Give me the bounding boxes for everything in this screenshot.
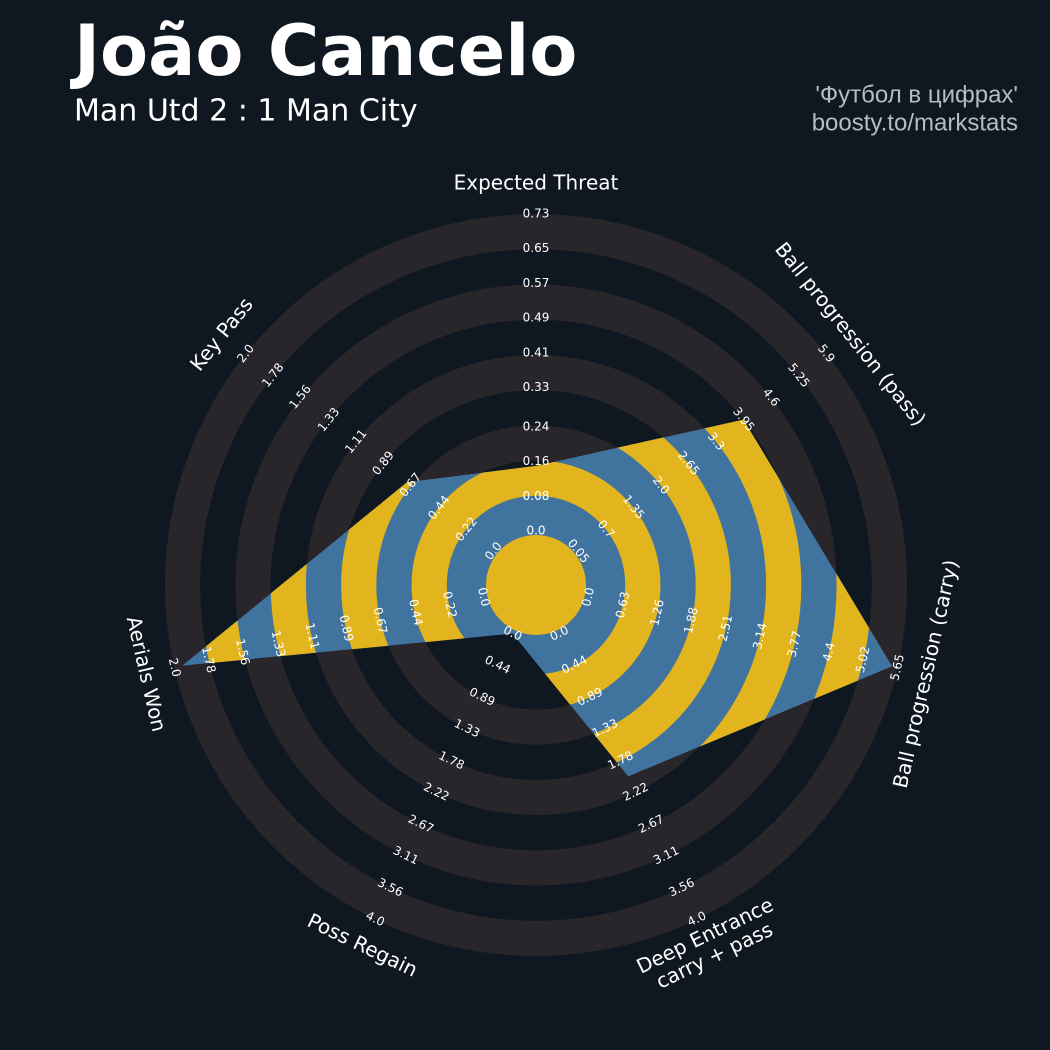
- axis-label: Expected Threat: [454, 171, 619, 195]
- tick-label: 3.77: [785, 629, 805, 658]
- tick-label: 3.14: [750, 622, 770, 651]
- tick-label: 5.65: [887, 653, 907, 682]
- credit: 'Футбол в цифрах': [815, 81, 1018, 108]
- tick-label: 2.51: [716, 614, 736, 643]
- tick-label: 1.78: [199, 645, 219, 674]
- tick-label: 0.0: [475, 586, 493, 608]
- tick-label: 0.44: [406, 598, 426, 627]
- tick-label: 2.0: [166, 657, 184, 679]
- tick-label: 1.33: [269, 629, 289, 658]
- tick-label: 1.11: [303, 621, 323, 650]
- tick-label: 0.16: [523, 454, 550, 468]
- tick-label: 0.0: [526, 524, 545, 538]
- ring-band: [165, 214, 907, 956]
- tick-label: 0.49: [523, 311, 550, 325]
- tick-label: 0.73: [523, 207, 550, 221]
- tick-label: 0.89: [337, 614, 357, 643]
- tick-label: 0.63: [613, 590, 633, 619]
- tick-label: 0.08: [523, 489, 550, 503]
- chart-subtitle: Man Utd 2 : 1 Man City: [74, 94, 418, 129]
- tick-label: 0.41: [523, 345, 550, 359]
- ring-highlight: [270, 419, 802, 777]
- tick-label: 1.56: [233, 637, 253, 666]
- tick-label: 0.67: [371, 606, 391, 635]
- tick-label: 1.88: [681, 606, 701, 635]
- chart-title: João Cancelo: [70, 10, 577, 92]
- tick-label: 1.26: [647, 598, 667, 627]
- tick-label: 0.57: [523, 276, 550, 290]
- tick-label: 0.0: [579, 586, 597, 608]
- tick-label: 4.4: [820, 641, 838, 663]
- tick-label: 0.24: [523, 419, 550, 433]
- tick-label: 0.33: [523, 380, 550, 394]
- tick-label: 0.22: [440, 590, 460, 619]
- tick-label: 5.02: [853, 645, 873, 674]
- tick-label: 0.65: [523, 241, 550, 255]
- center-disc: [486, 535, 586, 635]
- credit: boosty.to/markstats: [812, 109, 1018, 136]
